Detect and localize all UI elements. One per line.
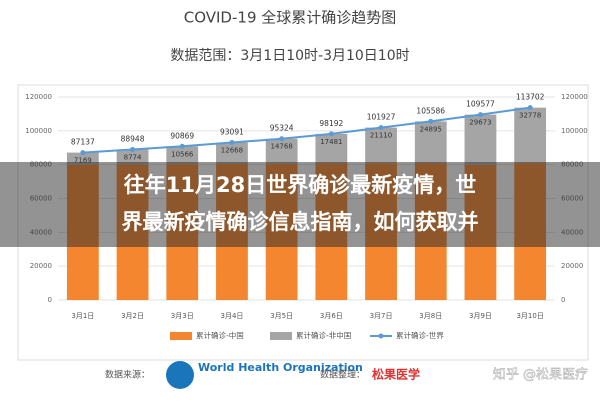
y-tick-label: 120000 bbox=[25, 93, 52, 101]
bar bbox=[66, 152, 99, 165]
bar bbox=[216, 142, 248, 164]
x-tick-label: 3月9日 bbox=[469, 312, 492, 320]
line-point bbox=[527, 105, 533, 111]
bar-value-label: 8774 bbox=[124, 154, 142, 162]
title: COVID-19 全球累计确诊趋势图 bbox=[184, 9, 397, 27]
y-tick-label: 0 bbox=[48, 296, 52, 304]
bar bbox=[116, 149, 149, 165]
line-point bbox=[80, 150, 86, 156]
line bbox=[82, 106, 531, 154]
x-tick-label: 3月1日 bbox=[71, 312, 94, 320]
x-tick-label: 3月3日 bbox=[171, 312, 194, 320]
line-point bbox=[130, 147, 136, 153]
line-point bbox=[279, 136, 285, 142]
bar-value-label: 29673 bbox=[469, 119, 491, 127]
line-value-label: 88948 bbox=[121, 135, 145, 144]
line-point bbox=[378, 125, 384, 131]
bar-value-label: 14768 bbox=[271, 143, 293, 151]
organizer: 松果医学 bbox=[372, 367, 420, 382]
line-value-label: 98192 bbox=[319, 119, 343, 128]
legend-swatch bbox=[270, 332, 292, 340]
y-tick-label: 20000 bbox=[30, 262, 52, 270]
bar-value-label: 17481 bbox=[320, 138, 342, 146]
x-tick-label: 3月2日 bbox=[121, 312, 144, 320]
source: World Health Organization bbox=[198, 361, 363, 374]
bar-value-label: 7169 bbox=[74, 157, 92, 165]
y2-tick-label: 0 bbox=[561, 296, 565, 304]
source-label: 数据来源： bbox=[105, 369, 150, 381]
legend-swatch bbox=[170, 332, 192, 340]
line-point bbox=[477, 112, 483, 118]
x-tick-label: 3月8日 bbox=[419, 312, 442, 320]
bar bbox=[514, 107, 547, 164]
y2-tick-label: 120000 bbox=[561, 93, 588, 101]
bar bbox=[315, 133, 348, 164]
line-value-label: 109577 bbox=[466, 100, 495, 109]
legend-swatch bbox=[378, 333, 384, 339]
bar-value-label: 32778 bbox=[519, 112, 541, 120]
y2-tick-label: 20000 bbox=[561, 262, 583, 270]
line-value-label: 93091 bbox=[220, 128, 244, 137]
bar-value-label: 21110 bbox=[370, 132, 392, 140]
bar bbox=[464, 114, 497, 165]
legend-label: 累计确诊-中国 bbox=[196, 330, 244, 340]
bar-value-label: 12668 bbox=[221, 147, 243, 155]
x-tick-label: 3月5日 bbox=[270, 312, 293, 320]
bar bbox=[365, 127, 397, 164]
watermark: 知乎 @松果医疗 bbox=[493, 367, 588, 383]
y2-tick-label: 100000 bbox=[561, 127, 588, 135]
line-value-label: 113702 bbox=[516, 93, 545, 102]
line-point bbox=[428, 118, 434, 124]
bar bbox=[265, 138, 298, 164]
organizer-label: 数据整理： bbox=[320, 369, 365, 381]
line-value-label: 95324 bbox=[270, 124, 294, 133]
line-point bbox=[179, 143, 185, 149]
x-tick-label: 3月4日 bbox=[220, 312, 243, 320]
legend-label: 累计确诊-非中国 bbox=[296, 330, 351, 340]
line-value-label: 105586 bbox=[416, 106, 445, 115]
legend-label: 累计确诊-世界 bbox=[396, 330, 444, 340]
bar bbox=[166, 146, 199, 165]
x-tick-label: 3月6日 bbox=[320, 312, 343, 320]
line-value-label: 101927 bbox=[367, 113, 396, 122]
x-tick-label: 3月7日 bbox=[370, 312, 393, 320]
line-value-label: 87137 bbox=[71, 138, 95, 147]
line-value-label: 90869 bbox=[170, 131, 194, 140]
banner-line: 界最新疫情确诊信息指南，如何获取并 bbox=[122, 210, 479, 234]
subtitle: 数据范围：3月1日10时-3月10日10时 bbox=[170, 47, 409, 64]
who-logo bbox=[166, 361, 194, 389]
line-point bbox=[229, 140, 235, 146]
banner bbox=[0, 162, 600, 247]
bar bbox=[414, 121, 447, 164]
y-tick-label: 100000 bbox=[25, 127, 52, 135]
banner-line: 往年11月28日世界确诊最新疫情，世 bbox=[124, 173, 476, 197]
line-point bbox=[328, 131, 334, 137]
bar-value-label: 24895 bbox=[420, 125, 442, 133]
bar-value-label: 10566 bbox=[171, 150, 194, 158]
x-tick-label: 3月10日 bbox=[516, 312, 543, 320]
